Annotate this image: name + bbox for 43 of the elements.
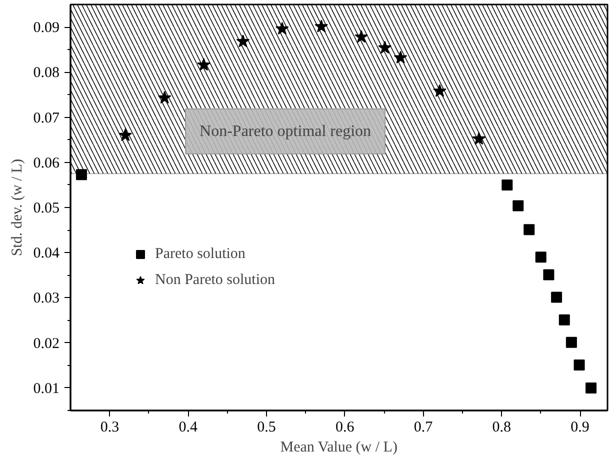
y-tick-label: 0.01 <box>33 380 60 397</box>
y-tick-label: 0.05 <box>33 200 60 216</box>
x-tick-label: 0.5 <box>257 420 276 436</box>
x-axis-title: Mean Value (w / L) <box>280 440 398 456</box>
point <box>314 20 328 32</box>
point <box>543 269 554 280</box>
y-tick-label: 0.06 <box>33 155 60 172</box>
y-tick-label: 0.08 <box>33 65 60 82</box>
y-axis-title: Std. dev. (w / L) <box>9 158 26 256</box>
point <box>472 132 486 145</box>
y-tick-label: 0.09 <box>33 20 60 36</box>
point <box>535 252 546 263</box>
point <box>197 58 210 71</box>
point <box>354 30 368 43</box>
band-label: Non-Pareto optimal region <box>200 122 372 140</box>
point <box>586 382 597 394</box>
y-tick-label: 0.02 <box>33 336 60 352</box>
point <box>524 224 535 236</box>
point <box>76 169 87 180</box>
y-tick-label: 0.07 <box>33 110 60 126</box>
x-tick-label: 0.7 <box>414 420 434 436</box>
x-tick-label: 0.8 <box>492 420 512 436</box>
y-tick-label: 0.03 <box>33 290 60 307</box>
y-tick-label: 0.04 <box>33 246 60 262</box>
legend-label: Pareto solution <box>155 246 246 262</box>
x-tick-label: 0.9 <box>570 420 590 436</box>
x-tick-label: 0.6 <box>336 420 355 436</box>
point <box>378 40 392 54</box>
point <box>558 314 570 326</box>
point <box>566 336 577 348</box>
point <box>551 292 562 303</box>
point <box>236 34 250 48</box>
point <box>394 50 408 64</box>
x-tick-label: 0.3 <box>100 420 120 436</box>
point <box>158 90 172 104</box>
point <box>502 179 513 190</box>
point <box>118 128 132 142</box>
x-tick-label: 0.4 <box>178 420 198 436</box>
point <box>275 22 289 35</box>
point <box>512 200 524 212</box>
point <box>433 84 446 97</box>
point <box>574 359 585 370</box>
legend-label: Non Pareto solution <box>155 272 275 288</box>
